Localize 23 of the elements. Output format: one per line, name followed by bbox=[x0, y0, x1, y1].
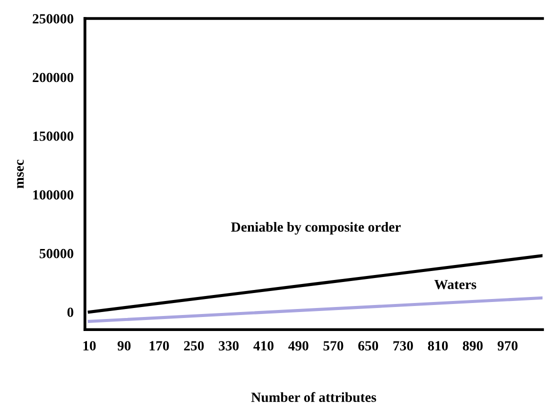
text: Deniable by composite order bbox=[231, 222, 401, 235]
y-axis-title: msec bbox=[17, 160, 24, 188]
x-tick-label: 970 bbox=[498, 341, 518, 350]
x-tick-label: 570 bbox=[323, 341, 344, 350]
x-tick-label: 330 bbox=[218, 341, 239, 350]
x-tick-label: 10 bbox=[83, 341, 96, 350]
x-tick-label: 170 bbox=[150, 341, 169, 350]
y-tick-label: 250000 bbox=[32, 14, 74, 24]
series-label: Waters bbox=[434, 280, 476, 290]
x-tick-label: 650 bbox=[358, 341, 378, 350]
y-tick-label: 100000 bbox=[33, 190, 74, 200]
x-axis-title: Number of attributes bbox=[251, 392, 376, 402]
x-tick-label: 490 bbox=[288, 341, 308, 350]
y-tick-label: 0 bbox=[67, 308, 74, 317]
x-tick-label: 810 bbox=[428, 341, 448, 350]
y-tick-label: 150000 bbox=[33, 132, 74, 141]
x-tick-label: 250 bbox=[184, 341, 204, 350]
x-tick-label: 410 bbox=[253, 341, 274, 350]
y-tick-label: 200000 bbox=[32, 72, 74, 82]
x-tick-label: 730 bbox=[393, 341, 413, 350]
x-tick-label: 890 bbox=[462, 341, 483, 350]
x-tick-label: 90 bbox=[118, 341, 131, 350]
y-tick-label: 50000 bbox=[40, 248, 74, 258]
